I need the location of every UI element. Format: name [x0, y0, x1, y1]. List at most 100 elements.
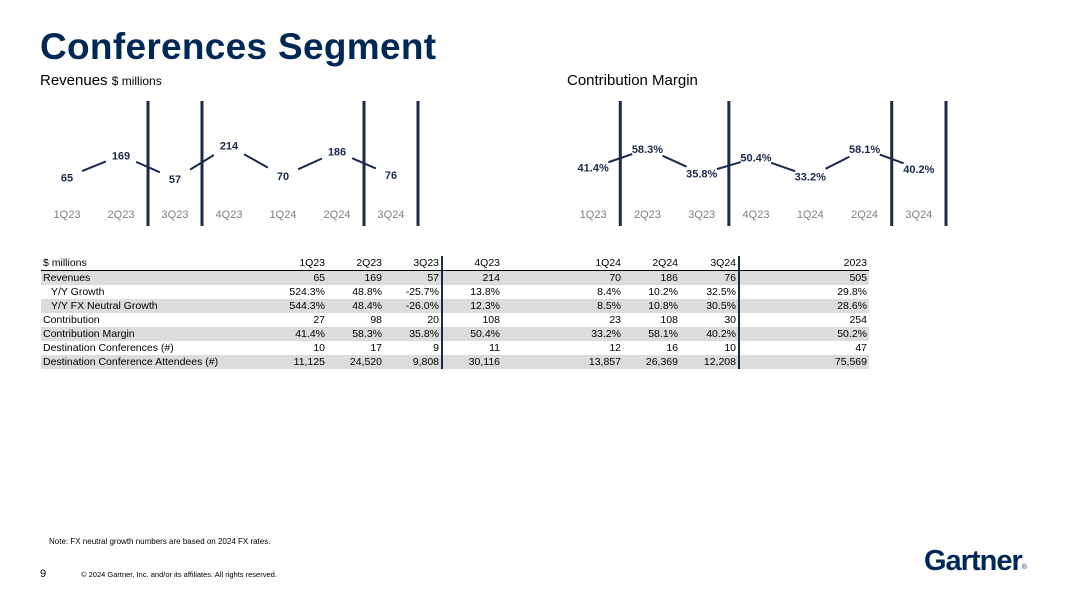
table-cell: 12,208 — [680, 355, 740, 369]
revenue-segment-3 — [189, 154, 215, 171]
revenue-subtitle: $ millions — [111, 74, 162, 88]
page-number: 9 — [40, 568, 47, 580]
table-cell: 30,116 — [442, 355, 502, 369]
table-header-cell: 2Q23 — [327, 256, 384, 271]
table-row: Destination Conference Attendees (#) 11,1… — [41, 355, 869, 369]
copyright-notice: © 2024 Gartner, Inc. and/or its affiliat… — [81, 570, 277, 579]
table-header-cell: 4Q23 — [442, 256, 502, 271]
page-title: Conferences Segment — [40, 26, 437, 67]
revenue-tick-label: 1Q23 — [54, 209, 81, 221]
table-row-label: Contribution — [43, 314, 100, 326]
table-cell: 29.8% — [837, 286, 867, 298]
contribution-margin-line-chart: 41.4% 1Q23 58.3% 2Q23 35.8% 3Q23 50.4% 4Q23 33.2… — [578, 101, 948, 226]
table-cell: 50.4% — [442, 327, 502, 341]
revenue-chart-title: Revenues $ millions — [40, 72, 162, 89]
revenue-tick-label: 3Q24 — [378, 209, 405, 221]
revenue-data-label: 186 — [328, 147, 346, 159]
table-cell: 524.3% — [289, 286, 325, 298]
margin-data-label: 33.2% — [795, 171, 826, 183]
table-cell: 26,369 — [623, 355, 680, 369]
gartner-logo: Gartner® — [924, 545, 1027, 578]
margin-data-label: 50.4% — [740, 153, 771, 165]
revenue-segment-2 — [135, 160, 161, 174]
revenue-tick-label: 2Q23 — [108, 209, 135, 221]
table-cell: 65 — [241, 270, 327, 285]
table-cell: 13,857 — [502, 355, 623, 369]
table-header-cell: 2023 — [739, 256, 869, 271]
table-cell: 75,569 — [739, 355, 869, 369]
table-header-label: $ millions — [41, 256, 241, 271]
revenue-tick-label: 4Q23 — [216, 209, 243, 221]
revenue-tick-label: 1Q24 — [270, 209, 297, 221]
revenue-tick-label: 3Q23 — [162, 209, 189, 221]
table-row: Contribution 27 98 20 108 23 108 30 254 — [41, 313, 869, 327]
revenue-segment-5 — [297, 157, 323, 171]
registered-mark: ® — [1021, 564, 1027, 571]
table-cell: 70 — [502, 270, 623, 285]
margin-tick-label: 2Q24 — [851, 209, 878, 221]
margin-tick-label: 1Q23 — [580, 209, 607, 221]
table-cell: 57 — [384, 270, 443, 285]
table-cell: 23 — [609, 314, 621, 326]
table-cell: 10 — [313, 342, 325, 354]
financial-table: $ millions 1Q23 2Q23 3Q23 4Q23 1Q24 2Q24 3Q24 20… — [41, 256, 869, 369]
margin-tick-label: 2Q23 — [634, 209, 661, 221]
margin-data-label: 41.4% — [578, 162, 609, 174]
margin-segment-6 — [879, 153, 904, 165]
table-cell: 505 — [739, 270, 869, 285]
table-row: Y/Y FX Neutral Growth 544.3% 48.4% -26.0% 12… — [41, 299, 869, 313]
margin-tick-label: 3Q24 — [905, 209, 932, 221]
table-cell: 12.3% — [442, 299, 502, 313]
revenue-data-label: 57 — [169, 174, 181, 186]
table-row: Y/Y Growth 524.3% 48.8% -25.7% 13.8% 8.4% 10.2… — [41, 285, 869, 299]
revenue-data-label: 169 — [112, 150, 130, 162]
table-row-label: Destination Conference Attendees (#) — [41, 355, 241, 369]
table-cell: 9,808 — [384, 355, 443, 369]
margin-segment-3 — [716, 161, 742, 171]
table-row-label: Revenues — [41, 270, 241, 285]
table-cell: 58.1% — [623, 327, 680, 341]
table-cell: 47 — [855, 342, 867, 354]
table-cell: 108 — [482, 314, 500, 326]
fx-note: Note: FX neutral growth numbers are base… — [49, 537, 271, 546]
margin-segment-2 — [662, 154, 687, 168]
table-cell: 214 — [442, 270, 502, 285]
margin-tick-label: 1Q24 — [797, 209, 824, 221]
table-cell: 41.4% — [241, 327, 327, 341]
table-cell: 58.3% — [327, 327, 384, 341]
table-row-label: Contribution Margin — [41, 327, 241, 341]
margin-segment-1 — [608, 153, 633, 164]
table-body: Revenues 65 169 57 214 70 186 76 505 Y/Y Growth 52… — [41, 270, 869, 369]
margin-segment-4 — [770, 161, 796, 173]
table-cell: 27 — [313, 314, 325, 326]
table-cell: 186 — [623, 270, 680, 285]
margin-segment-5 — [825, 155, 850, 170]
margin-data-label: 58.3% — [632, 144, 663, 156]
table-header-cell: 2Q24 — [623, 256, 680, 271]
table-cell: -26.0% — [384, 299, 443, 313]
table-cell: 76 — [680, 270, 740, 285]
margin-tick-label: 4Q23 — [743, 209, 770, 221]
table-cell: 8.4% — [597, 286, 621, 298]
table-cell: 35.8% — [384, 327, 443, 341]
table-cell: 10.8% — [623, 299, 680, 313]
table-cell: 11 — [489, 342, 500, 354]
table-cell: 8.5% — [502, 299, 623, 313]
table-cell: 11,125 — [241, 355, 327, 369]
table-cell: 40.2% — [680, 327, 740, 341]
table-row-label: Destination Conferences (#) — [43, 342, 174, 354]
table-row: Contribution Margin 41.4% 58.3% 35.8% 50.4% 3… — [41, 327, 869, 341]
margin-data-label: 58.1% — [849, 144, 880, 156]
table-row: Destination Conferences (#) 10 17 9 11 12 16 10… — [41, 341, 869, 355]
table-cell: 9 — [384, 341, 443, 355]
table-cell: 254 — [849, 314, 867, 326]
revenue-data-label: 65 — [61, 172, 73, 184]
table-cell: 169 — [327, 270, 384, 285]
revenue-segment-6 — [351, 157, 377, 170]
table-cell: 32.5% — [680, 285, 740, 299]
table-cell: 30.5% — [680, 299, 740, 313]
table-cell: 544.3% — [241, 299, 327, 313]
table-cell: 98 — [370, 314, 382, 326]
table-cell: 13.8% — [470, 286, 500, 298]
table-row: Revenues 65 169 57 214 70 186 76 505 — [41, 270, 869, 285]
